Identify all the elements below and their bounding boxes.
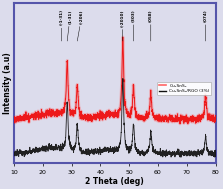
Y-axis label: Intensity (a.u): Intensity (a.u) bbox=[4, 52, 12, 114]
Text: (303): (303) bbox=[132, 9, 136, 41]
Text: (-1-31): (-1-31) bbox=[59, 9, 63, 41]
X-axis label: 2 Theta (deg): 2 Theta (deg) bbox=[85, 177, 144, 186]
Text: (074): (074) bbox=[204, 9, 208, 41]
Legend: Cu₂SnS₃, Cu₂SnS₃/RGO (3%): Cu₂SnS₃, Cu₂SnS₃/RGO (3%) bbox=[157, 82, 211, 95]
Text: (058): (058) bbox=[149, 9, 153, 41]
Text: (-2010): (-2010) bbox=[120, 9, 124, 41]
Text: (-206): (-206) bbox=[77, 9, 84, 41]
Text: (1-31): (1-31) bbox=[67, 9, 72, 41]
